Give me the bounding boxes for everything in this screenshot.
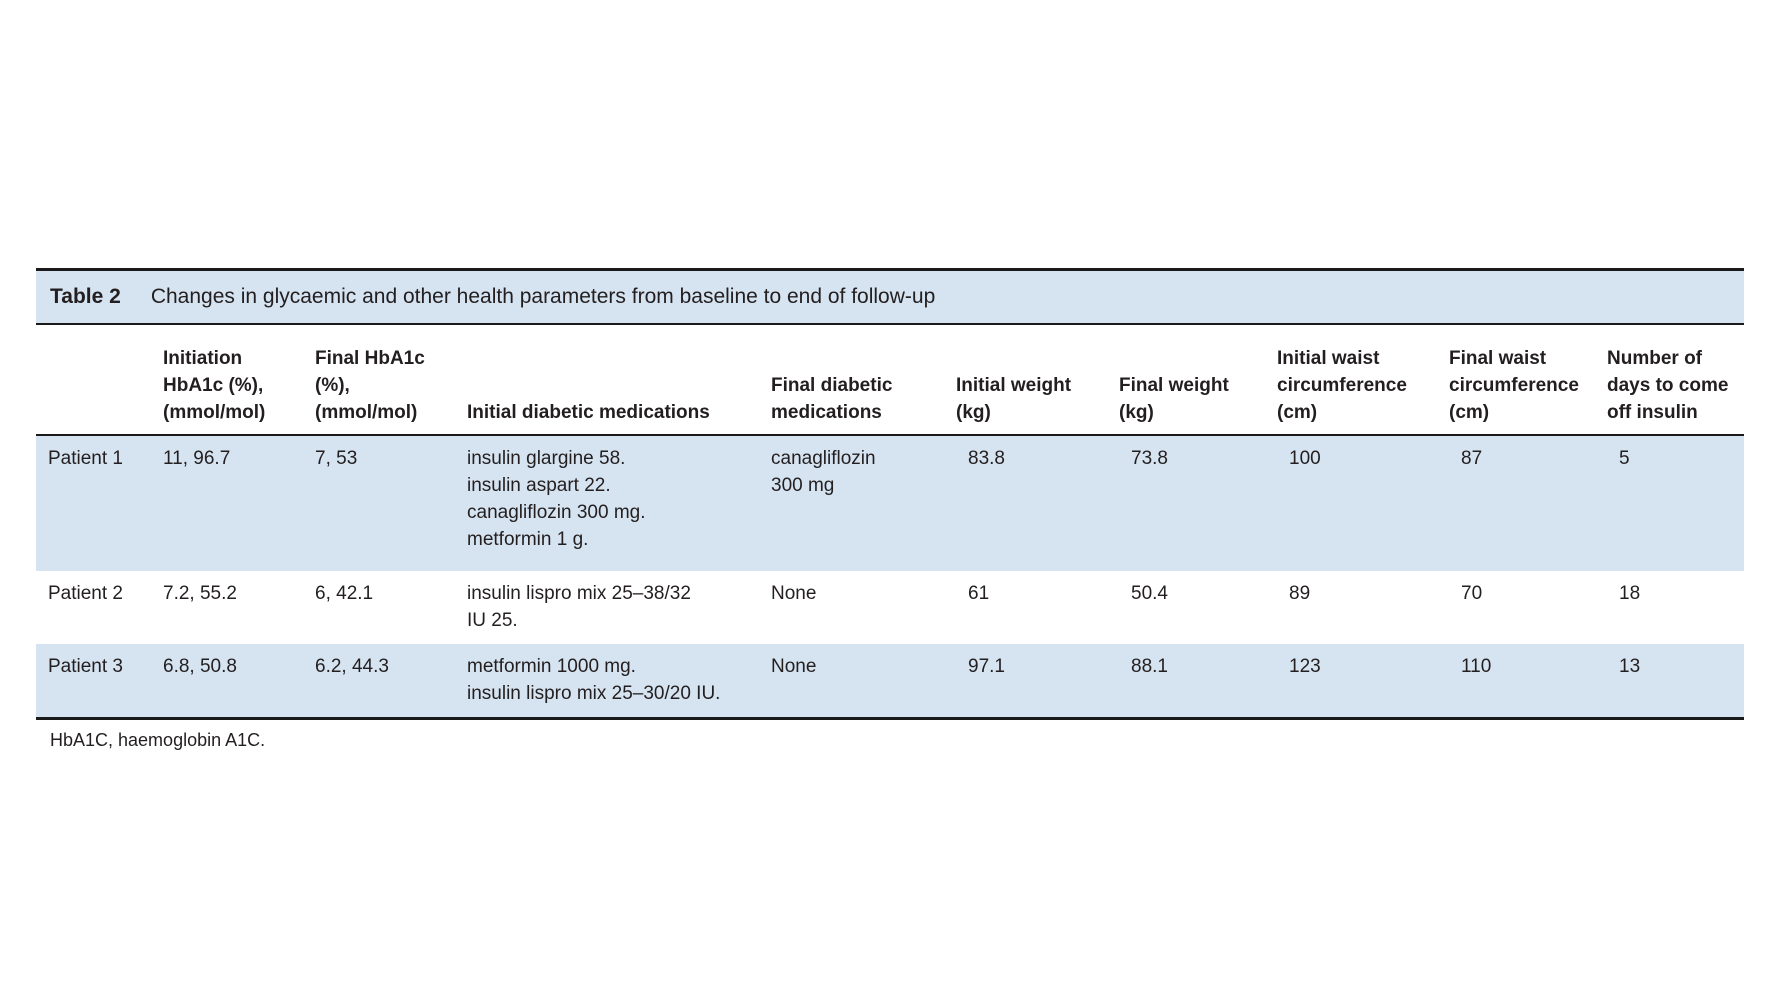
table-cell: 50.4 [1131, 583, 1168, 604]
table-cell: 97.1 [968, 656, 1005, 677]
table-cell: 73.8 [1131, 448, 1168, 469]
table-cell: 110 [1461, 656, 1492, 677]
header-final-medications: Final diabetic medications [759, 325, 944, 436]
header-initial-medications: Initial diabetic medications [455, 325, 759, 436]
table-cell: None [771, 656, 817, 677]
table-row-patient-1: Patient 1 11, 96.7 7, 53 insulin glargin… [36, 435, 1744, 571]
table-cell: 89 [1289, 583, 1311, 604]
table-caption: Changes in glycaemic and other health pa… [150, 285, 936, 308]
table-cell: insulin glargine 58. insulin aspart 22. … [467, 448, 646, 550]
table-cell: 70 [1461, 583, 1483, 604]
table-label: Table 2 [50, 285, 121, 308]
table-cell: 88.1 [1131, 656, 1168, 677]
header-empty [36, 325, 151, 436]
table-cell: None [771, 583, 817, 604]
table-cell: 6, 42.1 [315, 583, 374, 604]
table-title-band: Table 2 Changes in glycaemic and other h… [36, 268, 1744, 325]
table-cell: 7, 53 [315, 448, 358, 469]
table-cell: 123 [1289, 656, 1321, 677]
table-cell: 87 [1461, 448, 1483, 469]
patients-table: Initiation HbA1c (%), (mmol/mol) Final H… [36, 325, 1744, 720]
table-cell: 6.2, 44.3 [315, 656, 389, 677]
header-days-off-insulin: Number of days to come off insulin [1595, 325, 1744, 436]
table-row-patient-2: Patient 2 7.2, 55.2 6, 42.1 insulin lisp… [36, 571, 1744, 644]
row-header: Patient 3 [48, 656, 123, 677]
table-cell: 18 [1619, 583, 1641, 604]
table-cell: 6.8, 50.8 [163, 656, 237, 677]
table-cell: 7.2, 55.2 [163, 583, 237, 604]
header-initial-waist: Initial waist circumference (cm) [1265, 325, 1437, 436]
table-cell: canagliflozin 300 mg [771, 448, 876, 496]
header-final-waist: Final waist circumference (cm) [1437, 325, 1595, 436]
table-footnote: HbA1C, haemoglobin A1C. [50, 730, 266, 750]
table-cell: 5 [1619, 448, 1630, 469]
table-cell: insulin lispro mix 25–38/32 IU 25. [467, 583, 691, 631]
table-2: Table 2 Changes in glycaemic and other h… [36, 268, 1744, 752]
table-header-row: Initiation HbA1c (%), (mmol/mol) Final H… [36, 325, 1744, 436]
header-initiation-hba1c: Initiation HbA1c (%), (mmol/mol) [151, 325, 303, 436]
header-initial-weight: Initial weight (kg) [944, 325, 1107, 436]
table-cell: 61 [968, 583, 990, 604]
header-final-hba1c: Final HbA1c (%), (mmol/mol) [303, 325, 455, 436]
row-header: Patient 1 [48, 448, 123, 469]
table-cell: 11, 96.7 [163, 448, 231, 469]
table-cell: 100 [1289, 448, 1321, 469]
table-cell: 13 [1619, 656, 1641, 677]
table-cell: metformin 1000 mg. insulin lispro mix 25… [467, 656, 721, 704]
table-cell: 83.8 [968, 448, 1005, 469]
header-final-weight: Final weight (kg) [1107, 325, 1265, 436]
table-row-patient-3: Patient 3 6.8, 50.8 6.2, 44.3 metformin … [36, 644, 1744, 719]
row-header: Patient 2 [48, 583, 123, 604]
